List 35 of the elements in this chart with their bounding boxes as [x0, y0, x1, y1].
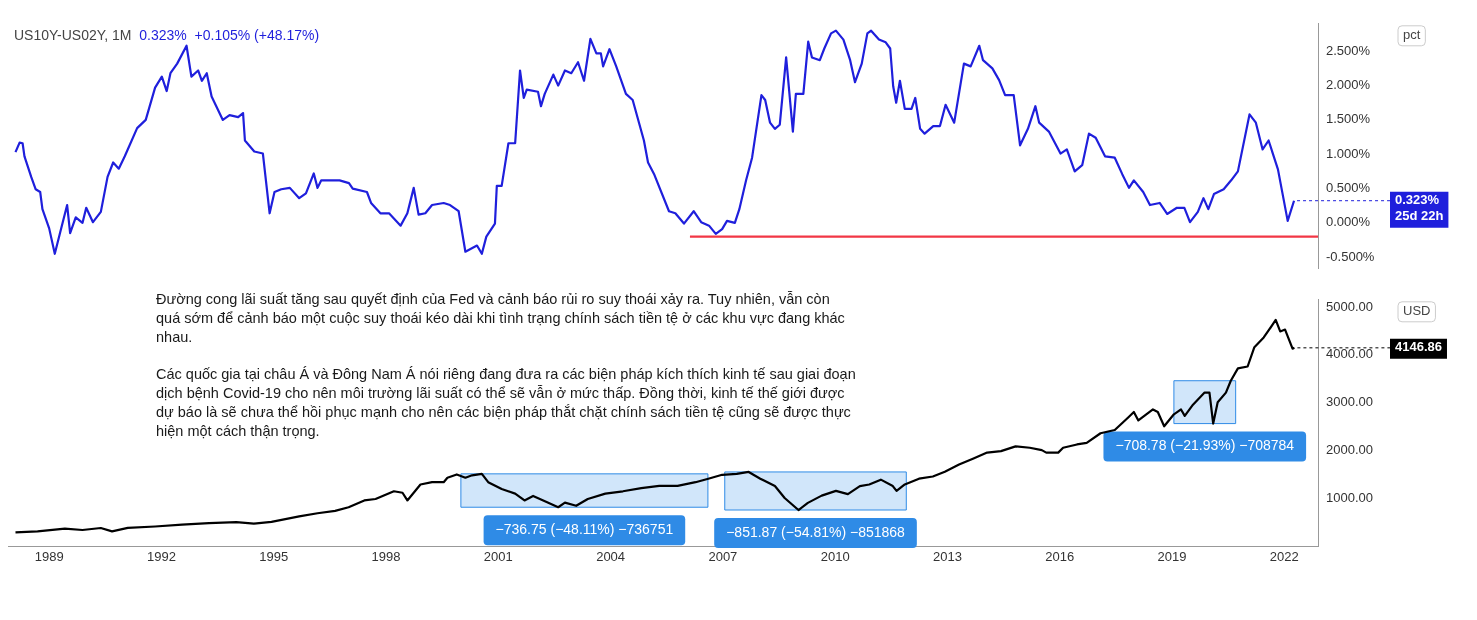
band-label: −851.87 (−54.81%) −851868 — [726, 523, 906, 540]
y-tick-label: 1.000% — [1326, 145, 1371, 161]
band-label: −736.75 (−48.11%) −736751 — [495, 521, 674, 538]
x-tick-label: 1992 — [147, 548, 176, 564]
y-tick-label: 1000.00 — [1326, 490, 1373, 506]
chart-title: US10Y-US02Y, 1M — [14, 26, 132, 43]
x-tick-label: 1998 — [371, 548, 401, 564]
y-tick-label: 5000.00 — [1326, 298, 1373, 314]
y-tick-label: 2.500% — [1326, 42, 1371, 58]
annotation: 0.323% 25d 22h — [1395, 192, 1444, 224]
y-tick-label: 3000.00 — [1326, 394, 1373, 410]
x-tick-label: 2007 — [708, 548, 738, 564]
y-tick-label: 0.000% — [1326, 214, 1371, 230]
x-tick-label: 2004 — [596, 548, 626, 564]
x-tick-label: 2022 — [1269, 548, 1299, 564]
x-tick-label: 2019 — [1157, 548, 1187, 564]
x-tick-label: 2001 — [483, 548, 513, 564]
x-tick-label: 1989 — [34, 548, 64, 564]
annotation: Các quốc gia tại châu Á và Đông Nam Á nói riêng đang đưa ra các biện pháp kích thích kinh tế sau giai đoạn dịch bệnh Covid-19 cho nên môi trường lãi suất có thể sẽ vẫn ở mức thấp. Đồng thời, kinh tế thế giới được dự báo là sẽ chưa thể hồi phục mạnh cho nên các biện pháp thắt chặt chính sách tiền tệ cũng sẽ được thực hiện một cách thận trọng. — [156, 365, 856, 441]
y-axis-title: USD — [1403, 303, 1431, 319]
x-tick-label: 2010 — [820, 548, 850, 564]
y-axis-title: pct — [1403, 27, 1421, 43]
x-tick-label: 2016 — [1045, 548, 1075, 564]
y-tick-label: 2000.00 — [1326, 442, 1373, 458]
chart-subtitle: 0.323% +0.105% (+48.17%) — [139, 26, 320, 43]
y-tick-label: 0.500% — [1326, 180, 1371, 196]
y-tick-label: -0.500% — [1326, 248, 1375, 264]
annotation: 4146.86 — [1395, 339, 1442, 355]
x-tick-label: 2013 — [933, 548, 962, 564]
y-tick-label: 2.000% — [1326, 77, 1371, 93]
annotation: Đường cong lãi suất tăng sau quyết định của Fed và cảnh báo rủi ro suy thoái xảy ra. Tuy nhiên, vẫn còn quá sớm để cảnh báo một cuộc suy thoái kéo dài khi tình trạng chính sách tiền tệ ở các khu vực đang khác nhau. — [156, 290, 846, 347]
band-label: −708.78 (−21.93%) −708784 — [1115, 437, 1295, 454]
y-tick-label: 4000.00 — [1326, 346, 1373, 362]
x-tick-label: 1995 — [259, 548, 289, 564]
y-tick-label: 1.500% — [1326, 111, 1371, 127]
